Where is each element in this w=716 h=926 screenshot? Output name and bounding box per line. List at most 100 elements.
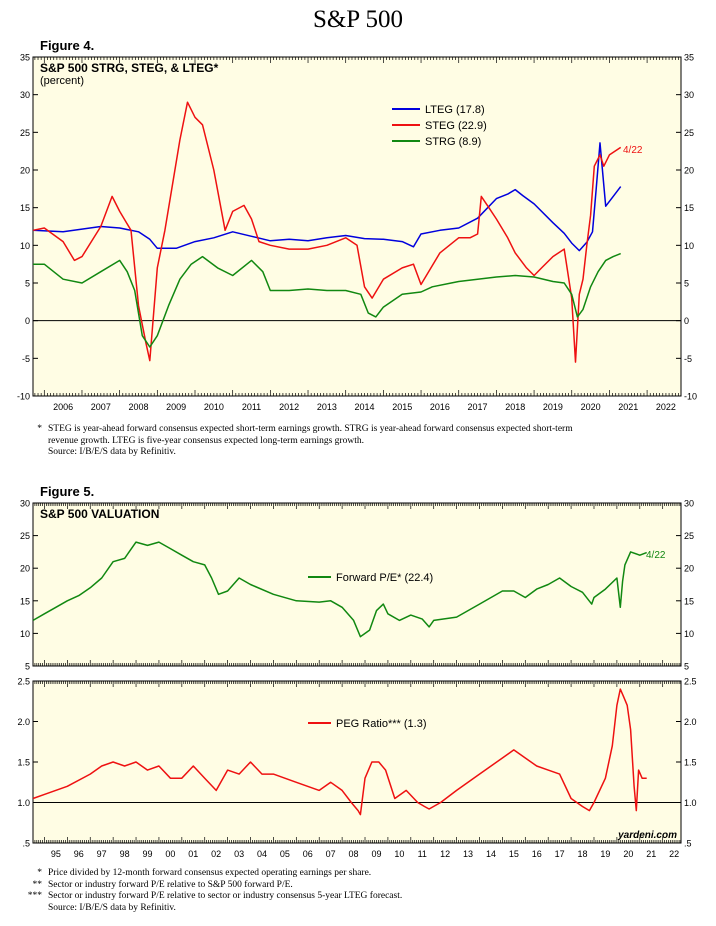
footnote-text: Price divided by 12-month forward consen… <box>48 868 372 878</box>
x-tick-label: 12 <box>440 849 450 859</box>
legend-lteg: LTEG (17.8) <box>425 104 485 116</box>
x-tick-label: 13 <box>463 849 473 859</box>
y-tick-label-left: -5 <box>22 354 30 364</box>
y-tick-label-right: 2.0 <box>684 717 697 727</box>
y-tick-label-left: 15 <box>20 596 30 606</box>
x-tick-label: 10 <box>394 849 404 859</box>
y-tick-label-left: 20 <box>20 564 30 574</box>
y-tick-label-right: .5 <box>684 839 692 849</box>
footnote-marker <box>14 903 48 915</box>
y-tick-label-left: 25 <box>20 531 30 541</box>
y-tick-label-left: 10 <box>20 241 30 251</box>
chart1-date-annotation: 4/22 <box>623 145 643 156</box>
x-tick-label: 2008 <box>128 402 148 412</box>
y-tick-label-left: 1.0 <box>17 798 30 808</box>
legend-pe: Forward P/E* (22.4) <box>336 572 433 584</box>
series-line-peg-ratio <box>32 688 647 816</box>
watermark: yardeni.com <box>617 830 677 841</box>
y-tick-label-right: 30 <box>684 90 694 100</box>
y-tick-label-left: 1.5 <box>17 758 30 768</box>
y-tick-label-left: 0 <box>25 316 30 326</box>
y-tick-label-right: 10 <box>684 629 694 639</box>
footnote-text: STEG is year-ahead forward consensus exp… <box>48 424 573 434</box>
legend-peg: PEG Ratio*** (1.3) <box>336 718 426 730</box>
x-tick-label: 15 <box>509 849 519 859</box>
y-tick-label-right: 15 <box>684 596 694 606</box>
footnote-line: * Price divided by 12-month forward conse… <box>14 868 402 880</box>
x-tick-label: 95 <box>51 849 61 859</box>
chart2-legend: Forward P/E* (22.4) <box>308 572 433 584</box>
x-tick-label: 2013 <box>317 402 337 412</box>
x-tick-label: 09 <box>371 849 381 859</box>
x-tick-label: 96 <box>74 849 84 859</box>
footnote-text: revenue growth. LTEG is five-year consen… <box>48 435 364 446</box>
x-tick-label: 02 <box>211 849 221 859</box>
x-tick-label: 2010 <box>204 402 224 412</box>
footnote-marker: * <box>37 868 42 878</box>
x-tick-label: 99 <box>142 849 152 859</box>
footnote-line: revenue growth. LTEG is five-year consen… <box>14 436 573 448</box>
footnote-marker: ** <box>32 879 43 890</box>
x-tick-label: 2006 <box>53 402 73 412</box>
y-tick-label-right: 25 <box>684 531 694 541</box>
y-tick-label-left: 25 <box>20 128 30 138</box>
y-tick-label-right: 0 <box>684 316 689 326</box>
x-tick-label: 2022 <box>656 402 676 412</box>
y-tick-label-left: 15 <box>20 203 30 213</box>
footnote-line: *** Sector or industry forward P/E relati… <box>14 891 402 903</box>
x-tick-label: 2009 <box>166 402 186 412</box>
y-tick-label-left: 20 <box>20 166 30 176</box>
chart1-subtitle: (percent) <box>40 75 84 87</box>
y-tick-label-right: 35 <box>684 53 694 63</box>
x-tick-label: 00 <box>165 849 175 859</box>
x-tick-label: 2019 <box>543 402 563 412</box>
series-line-strg <box>33 252 621 348</box>
x-tick-label: 2015 <box>392 402 412 412</box>
y-tick-label-right: 5 <box>684 279 689 289</box>
y-tick-label-left: 2.0 <box>17 717 30 727</box>
footnote-marker <box>14 436 48 448</box>
footnote-marker <box>14 447 48 459</box>
y-tick-label-right: -5 <box>684 354 692 364</box>
x-tick-label: 04 <box>257 849 267 859</box>
x-tick-label: 11 <box>418 849 427 859</box>
x-tick-label: 2014 <box>355 402 375 412</box>
x-tick-label: 2018 <box>505 402 525 412</box>
figure-4-notes: * STEG is year-ahead forward consensus ex… <box>14 424 573 459</box>
figure-5-label: Figure 5. <box>40 484 95 499</box>
legend-steg: STEG (22.9) <box>425 120 487 132</box>
chart2-panel <box>32 502 682 667</box>
footnote-text: Sector or industry forward P/E relative … <box>48 879 293 890</box>
y-tick-label-right: 15 <box>684 203 694 213</box>
chart2-title: S&P 500 VALUATION <box>40 507 159 521</box>
x-tick-label: 2007 <box>91 402 111 412</box>
x-tick-label: 2012 <box>279 402 299 412</box>
y-tick-label-right: 20 <box>684 564 694 574</box>
series-line-steg <box>32 101 622 363</box>
series-line-lteg <box>32 142 622 252</box>
footnote-line: ** Sector or industry forward P/E relativ… <box>14 880 402 892</box>
chart2-date-annotation: 4/22 <box>646 550 666 561</box>
y-tick-label-right: 30 <box>684 499 694 509</box>
y-tick-label-left: 5 <box>25 279 30 289</box>
legend-strg: STRG (8.9) <box>425 136 481 148</box>
x-tick-label: 2017 <box>468 402 488 412</box>
x-tick-label: 19 <box>600 849 610 859</box>
figure-5-notes: * Price divided by 12-month forward conse… <box>14 868 402 914</box>
x-tick-label: 97 <box>97 849 107 859</box>
x-tick-label: 01 <box>188 849 198 859</box>
footnote-text: Source: I/B/E/S data by Refinitiv. <box>48 447 176 457</box>
x-tick-label: 21 <box>646 849 656 859</box>
footnote-line: Source: I/B/E/S data by Refinitiv. <box>14 447 573 459</box>
footnote-text: Sector or industry forward P/E relative … <box>48 891 403 901</box>
x-tick-label: 14 <box>486 849 496 859</box>
footnote-text: Source: I/B/E/S data by Refinitiv. <box>48 902 176 913</box>
y-tick-label-right: 5 <box>684 662 689 672</box>
y-tick-label-left: 35 <box>20 53 30 63</box>
footnote-marker: * <box>37 424 42 434</box>
x-tick-label: 06 <box>303 849 313 859</box>
figure-4-label: Figure 4. <box>40 38 95 53</box>
y-tick-label-right: 20 <box>684 166 694 176</box>
page-title: S&P 500 <box>312 6 404 33</box>
